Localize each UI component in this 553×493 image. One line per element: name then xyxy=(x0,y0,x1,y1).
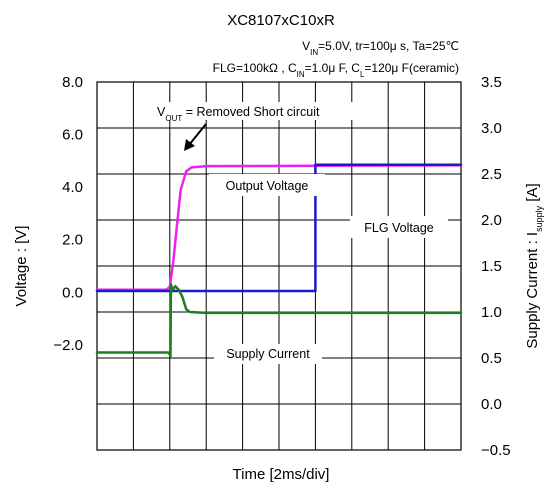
right-tick-label: 3.0 xyxy=(481,120,502,137)
vout-annotation: VOUT = Removed Short circuit xyxy=(157,105,320,123)
flg-voltage-label-bg xyxy=(350,216,448,238)
conditions-line-1: VIN=5.0V, tr=100μ s, Ta=25℃ xyxy=(302,39,459,57)
conditions-line-2: FLG=100kΩ , CIN=1.0μ F, CL=120μ F(cerami… xyxy=(213,61,459,79)
chart-title: XC8107xC10xR xyxy=(227,12,335,29)
supply-current-label-bg xyxy=(214,344,322,364)
left-tick-label: 0.0 xyxy=(62,284,83,301)
right-tick-label: 2.5 xyxy=(481,166,502,183)
supply-current-label: Supply Current xyxy=(226,347,310,361)
right-axis-ticks: 3.5 3.0 2.5 2.0 1.5 1.0 0.5 0.0 −0.5 xyxy=(481,74,511,459)
vout-arrow-head xyxy=(184,139,195,151)
right-tick-label: −0.5 xyxy=(481,442,511,459)
right-tick-label: 0.0 xyxy=(481,396,502,413)
right-tick-label: 0.5 xyxy=(481,350,502,367)
right-tick-label: 3.5 xyxy=(481,74,502,91)
left-axis-ticks: 8.0 6.0 4.0 2.0 0.0 −2.0 xyxy=(53,74,83,354)
left-tick-label: 2.0 xyxy=(62,232,83,249)
x-axis-label: Time [2ms/div] xyxy=(233,466,330,483)
flg-voltage-label: FLG Voltage xyxy=(364,221,434,235)
series-line-flg-voltage xyxy=(95,163,463,293)
right-tick-label: 1.5 xyxy=(481,258,502,275)
left-tick-label: 8.0 xyxy=(62,74,83,91)
output-voltage-label: Output Voltage xyxy=(226,179,309,193)
plot-grid xyxy=(97,82,461,450)
series-line-supply-current xyxy=(95,283,463,358)
left-tick-label: 6.0 xyxy=(62,127,83,144)
vout-annotation-bg xyxy=(151,102,361,120)
left-axis-label: Voltage : [V] xyxy=(13,226,30,307)
right-tick-label: 1.0 xyxy=(481,304,502,321)
output-voltage-label-bg xyxy=(209,174,325,196)
right-axis-label: Supply Current : Isupply [A] xyxy=(524,183,544,348)
left-tick-label: −2.0 xyxy=(53,337,83,354)
plot-frame xyxy=(96,81,462,451)
left-tick-label: 4.0 xyxy=(62,179,83,196)
series-line-output-voltage xyxy=(95,164,463,291)
right-tick-label: 2.0 xyxy=(481,212,502,229)
vout-arrow-shaft xyxy=(188,123,207,146)
series-group xyxy=(95,163,463,358)
